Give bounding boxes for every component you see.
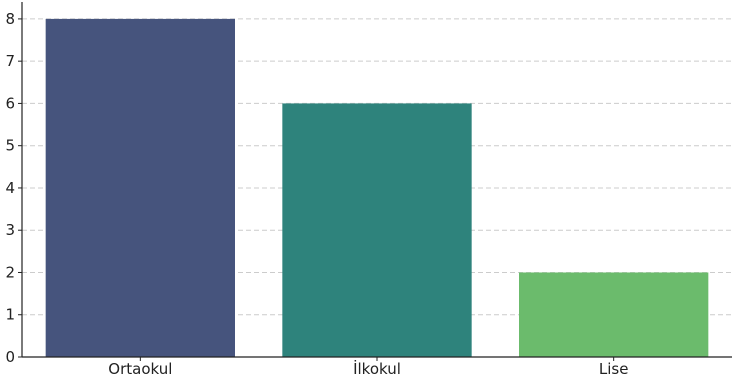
- y-tick-labels: 0 1 2 3 4 5 6 7 8: [5, 10, 15, 366]
- bar-2: [282, 103, 472, 357]
- y-tick-label: 5: [5, 137, 15, 155]
- bar-3: [519, 272, 709, 357]
- y-tick-label: 8: [5, 10, 15, 28]
- x-tick-label: Lise: [599, 360, 629, 378]
- y-tick-label: 0: [5, 348, 15, 366]
- x-tick-label: İlkokul: [353, 359, 401, 378]
- x-tick-label: Ortaokul: [108, 360, 172, 378]
- bar-1: [45, 18, 235, 358]
- x-tick-labels: Ortaokul İlkokul Lise: [108, 359, 628, 378]
- y-tick-label: 2: [5, 263, 15, 281]
- y-tick-label: 4: [5, 179, 15, 197]
- bars: [45, 18, 709, 358]
- y-tick-label: 7: [5, 52, 15, 70]
- axes: [18, 2, 732, 361]
- y-tick-label: 3: [5, 221, 15, 239]
- y-tick-label: 6: [5, 94, 15, 112]
- y-tick-label: 1: [5, 306, 15, 324]
